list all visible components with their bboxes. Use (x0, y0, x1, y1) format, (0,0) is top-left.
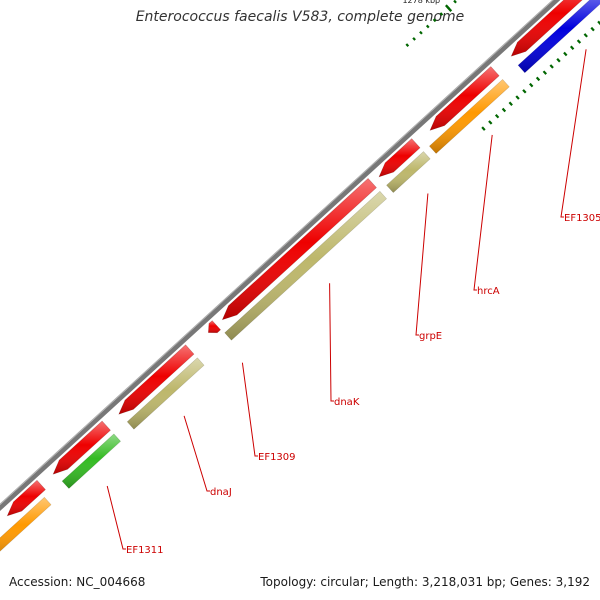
scale-tick (515, 95, 520, 100)
scale-tick (432, 18, 437, 23)
scale-tick (542, 70, 548, 75)
scale-tick (481, 126, 486, 131)
scale-tick (419, 30, 423, 35)
gene-label: EF1309 (258, 452, 296, 463)
scale-tick (405, 43, 410, 47)
scale-tick (590, 26, 595, 32)
genome-backbone (0, 0, 561, 512)
label-leader-line (329, 283, 334, 402)
backbone-line (0, 0, 561, 512)
gene-label: grpE (419, 331, 442, 342)
label-leader-line (560, 49, 587, 218)
gene-labels: EF1305 hrcA grpE dnaK EF1309 dnaJ EF1311 (106, 49, 600, 556)
scale-tick (453, 0, 457, 4)
gene-label: hrcA (477, 286, 500, 297)
gene-label: EF1305 (564, 213, 600, 224)
label-leader-line (473, 134, 493, 291)
scale-tick (576, 39, 582, 44)
label-leader-line (106, 485, 126, 550)
gene-dnak-cds (221, 177, 377, 321)
scale-tick (569, 45, 575, 50)
scale-tick (563, 51, 568, 57)
gene-ef1309-cds (207, 320, 222, 334)
scale-tick (549, 64, 554, 69)
gene-label: dnaK (334, 397, 360, 408)
gene-label: dnaJ (210, 487, 232, 498)
label-leader-line (241, 362, 258, 457)
topology-label: Topology: circular; Length: 3,218,031 bp… (260, 575, 590, 589)
label-leader-line (183, 415, 210, 492)
scale-tick (556, 58, 561, 63)
gene-hrca-cds (429, 66, 500, 131)
gene-dnaj-cds (52, 420, 111, 475)
gene-dnaj2-cds (118, 344, 195, 415)
scale-ticks: 1271 kbp1272 kbp1273 kbp1274 kbp1275 kbp… (402, 0, 600, 131)
gene-features (0, 0, 600, 552)
scale-label: 1278 kbp (402, 0, 440, 5)
scale-tick (522, 89, 527, 94)
backbone-highlight (0, 0, 554, 505)
scale-tick (425, 24, 430, 29)
scale-tick (494, 113, 500, 119)
scale-tick (535, 76, 541, 82)
scale-tick (583, 33, 588, 38)
label-leader-line (415, 193, 429, 336)
scale-tick (412, 37, 416, 41)
gene-grpe-cds (378, 138, 421, 178)
map-title: Enterococcus faecalis V583, complete gen… (135, 9, 465, 25)
accession-label: Accession: NC_004668 (9, 575, 146, 589)
major-tick (444, 4, 453, 12)
scale-tick (501, 107, 507, 113)
scale-tick (597, 20, 600, 26)
scale-tick (488, 120, 493, 125)
scale-tick (529, 82, 534, 88)
gene-label: EF1311 (126, 545, 164, 556)
gene-ef1311-cds (6, 479, 46, 517)
gene-ef1305-cds (510, 0, 583, 57)
scale-tick (439, 12, 444, 16)
scale-tick (508, 101, 513, 106)
